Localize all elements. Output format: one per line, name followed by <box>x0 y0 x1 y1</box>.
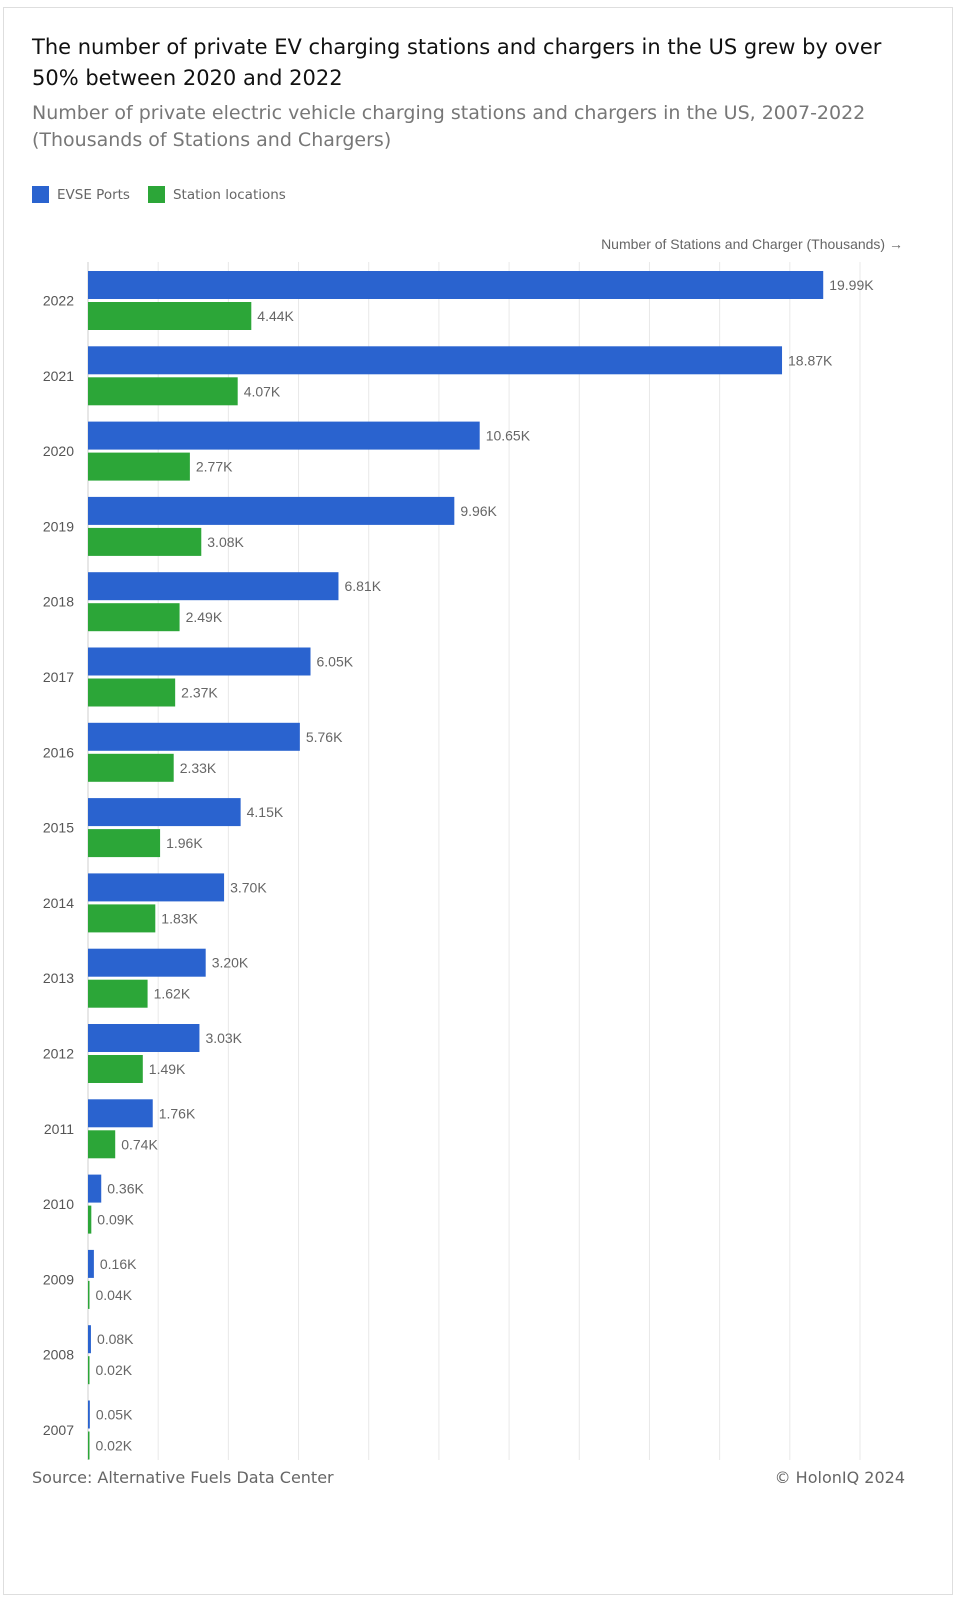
data-label: 0.09K <box>97 1212 134 1228</box>
bar-station-locations <box>88 979 148 1008</box>
year-label: 2011 <box>44 1121 74 1137</box>
x-axis-title: Number of Stations and Charger (Thousand… <box>601 236 903 252</box>
data-label: 2.33K <box>180 760 217 776</box>
data-label: 0.02K <box>96 1438 133 1454</box>
data-label: 0.08K <box>97 1331 134 1347</box>
bar-evse-ports <box>88 948 206 977</box>
year-label: 2007 <box>43 1422 74 1438</box>
data-label: 4.15K <box>247 804 284 820</box>
bar-chart: 2022 19.99K 4.44K 2021 18.87K 4.07K 2020 10.65K… <box>43 262 874 1460</box>
data-label: 2.37K <box>181 685 218 701</box>
bar-evse-ports <box>88 1024 200 1052</box>
bar-evse-ports <box>88 722 300 751</box>
data-label: 1.76K <box>159 1105 196 1121</box>
year-label: 2017 <box>43 669 74 685</box>
year-label: 2009 <box>43 1271 74 1287</box>
data-label: 10.65K <box>486 428 531 444</box>
data-label: 0.16K <box>100 1256 137 1272</box>
bar-station-locations <box>88 603 180 632</box>
bar-station-locations <box>88 452 190 481</box>
year-label: 2021 <box>43 368 74 384</box>
data-label: 0.04K <box>96 1287 133 1303</box>
legend-label-evse-ports: EVSE Ports <box>57 186 130 203</box>
data-label: 1.62K <box>154 986 191 1002</box>
data-label: 0.02K <box>96 1362 133 1378</box>
data-label: 3.70K <box>230 879 267 895</box>
bar-evse-ports <box>88 421 480 450</box>
year-label: 2010 <box>43 1196 74 1212</box>
bar-evse-ports <box>88 873 225 902</box>
bar-evse-ports <box>88 647 311 676</box>
chart-title: The number of private EV charging statio… <box>32 35 882 90</box>
year-label: 2018 <box>43 594 74 610</box>
bar-evse-ports <box>88 271 824 299</box>
bar-evse-ports <box>88 572 339 601</box>
legend-label-station-locations: Station locations <box>172 186 286 203</box>
legend-item-station-locations[interactable]: Station locations <box>147 186 286 203</box>
bar-station-locations <box>88 904 156 933</box>
data-label: 6.05K <box>317 654 354 670</box>
legend-swatch-evse-ports <box>32 186 49 203</box>
bar-station-locations <box>88 1356 90 1385</box>
legend: EVSE Ports Station locations <box>32 186 286 203</box>
bar-station-locations <box>88 302 252 330</box>
data-label: 2.49K <box>186 609 223 625</box>
year-label: 2019 <box>43 518 74 534</box>
year-label: 2020 <box>43 443 74 459</box>
bar-station-locations <box>88 678 176 707</box>
bar-station-locations <box>88 377 238 406</box>
year-label: 2022 <box>43 293 74 309</box>
year-label: 2012 <box>43 1046 74 1062</box>
data-label: 1.83K <box>161 910 198 926</box>
data-label: 5.76K <box>306 729 343 745</box>
bar-evse-ports <box>88 1249 94 1278</box>
bar-station-locations <box>88 1431 90 1460</box>
data-label: 9.96K <box>460 503 497 519</box>
bar-station-locations <box>88 1205 92 1234</box>
bar-evse-ports <box>88 1400 90 1429</box>
copyright-credit: © HolonIQ 2024 <box>774 1468 905 1487</box>
bar-evse-ports <box>88 346 783 375</box>
bar-station-locations <box>88 1055 143 1083</box>
data-label: 3.03K <box>205 1030 242 1046</box>
source-note: Source: Alternative Fuels Data Center <box>32 1468 334 1487</box>
data-label: 4.07K <box>244 383 281 399</box>
data-label: 0.74K <box>121 1136 158 1152</box>
chart-subtitle: Number of private electric vehicle charg… <box>32 102 866 151</box>
year-label: 2013 <box>43 970 74 986</box>
data-label: 19.99K <box>829 277 874 293</box>
bar-station-locations <box>88 1280 90 1309</box>
data-label: 2.77K <box>196 459 233 475</box>
year-label: 2015 <box>43 820 74 836</box>
data-label: 3.20K <box>212 955 249 971</box>
bar-station-locations <box>88 1130 116 1159</box>
bar-evse-ports <box>88 798 241 827</box>
bar-station-locations <box>88 829 161 858</box>
bar-evse-ports <box>88 1174 102 1203</box>
bar-evse-ports <box>88 1325 91 1354</box>
year-label: 2008 <box>43 1347 74 1363</box>
data-label: 1.49K <box>149 1061 186 1077</box>
bar-evse-ports <box>88 1099 153 1128</box>
bar-station-locations <box>88 753 174 782</box>
data-label: 1.96K <box>166 835 203 851</box>
data-label: 18.87K <box>788 352 833 368</box>
data-label: 3.08K <box>207 534 244 550</box>
data-label: 4.44K <box>257 308 294 324</box>
year-label: 2016 <box>43 744 74 760</box>
data-label: 0.36K <box>107 1181 144 1197</box>
year-label: 2014 <box>43 895 74 911</box>
bar-evse-ports <box>88 496 455 525</box>
legend-swatch-station-locations <box>147 186 165 203</box>
data-label: 6.81K <box>344 578 381 594</box>
data-label: 0.05K <box>96 1407 133 1423</box>
bar-station-locations <box>88 527 202 556</box>
legend-item-evse-ports[interactable]: EVSE Ports <box>32 186 130 203</box>
